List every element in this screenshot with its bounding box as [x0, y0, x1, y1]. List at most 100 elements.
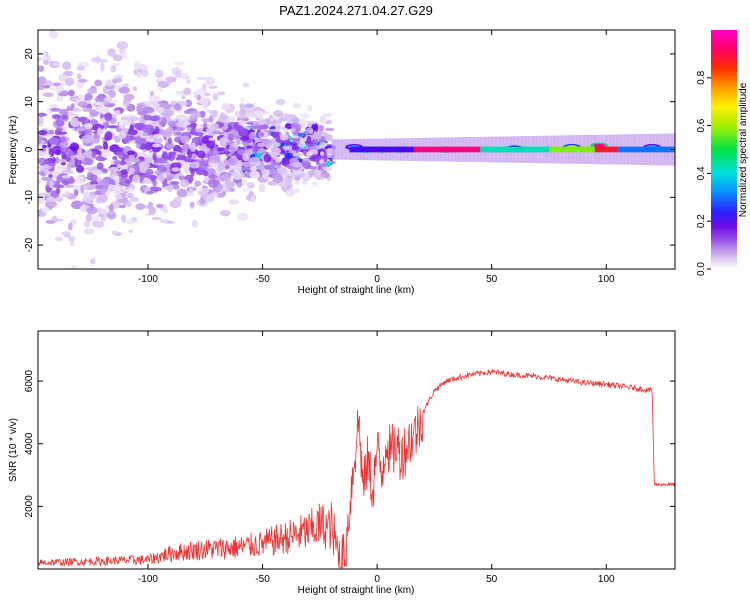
heatmap-cell	[90, 258, 96, 265]
heatmap-cell	[221, 136, 229, 144]
heatmap-cell	[157, 107, 165, 114]
heatmap-cell	[654, 146, 657, 153]
heatmap-cell	[546, 146, 550, 153]
heatmap-cell	[325, 120, 332, 125]
heatmap-cell	[77, 127, 86, 132]
heatmap-cell	[260, 149, 267, 154]
heatmap-cell	[306, 104, 313, 112]
heatmap-cell	[275, 98, 286, 106]
heatmap-cell	[184, 76, 190, 80]
heatmap-cell	[482, 146, 486, 153]
snr-panel: -100 -50 0 50 100 2000 4000 6000 Height of str…	[8, 330, 676, 596]
heatmap-cell	[54, 236, 63, 242]
heatmap-cell	[370, 146, 373, 153]
heatmap-cell	[143, 114, 153, 121]
heatmap-cell	[537, 146, 541, 153]
heatmap-cell	[189, 161, 200, 169]
heatmap-cell	[174, 70, 182, 79]
heatmap-cell	[91, 151, 97, 159]
heatmap-cell	[83, 220, 91, 228]
heatmap-cell	[377, 146, 380, 153]
heatmap-cell	[292, 138, 298, 144]
heatmap-cell	[393, 146, 396, 153]
heatmap-cell	[68, 89, 75, 97]
heatmap-cell	[130, 116, 140, 122]
heatmap-cell	[363, 146, 366, 153]
heatmap-cell	[55, 180, 61, 189]
heatmap-cell	[620, 146, 623, 153]
heatmap-cell	[292, 152, 304, 157]
heatmap-cell	[209, 123, 220, 130]
heatmap-cell	[118, 120, 124, 129]
spectrogram-y-tick-label: 20	[24, 48, 35, 60]
heatmap-cell	[116, 41, 129, 50]
heatmap-cell	[487, 146, 490, 153]
heatmap-cell	[142, 106, 155, 114]
heatmap-cell	[146, 190, 154, 195]
heatmap-cell	[150, 174, 156, 182]
heatmap-cell	[257, 119, 267, 125]
heatmap-cell	[208, 154, 221, 164]
heatmap-cell	[622, 146, 625, 153]
heatmap-cell	[434, 146, 437, 153]
heatmap-cell	[96, 207, 103, 214]
heatmap-cell	[477, 146, 481, 153]
heatmap-cell	[59, 140, 68, 149]
heatmap-cell	[61, 231, 71, 236]
heatmap-cell	[134, 137, 147, 145]
heatmap-cell	[188, 110, 201, 115]
heatmap-cell	[272, 110, 283, 118]
heatmap-cell	[81, 134, 94, 144]
heatmap-cell	[157, 80, 170, 89]
heatmap-cell	[493, 146, 497, 153]
heatmap-cell	[323, 153, 328, 163]
heatmap-cell	[642, 146, 646, 153]
snr-x-tick-label: 100	[598, 574, 615, 585]
heatmap-cell	[268, 174, 273, 178]
heatmap-cell	[343, 139, 346, 160]
heatmap-cell	[411, 146, 414, 153]
heatmap-cell	[250, 166, 257, 171]
heatmap-cell	[57, 164, 67, 172]
heatmap-cell	[626, 146, 630, 153]
heatmap-cell	[48, 30, 59, 39]
heatmap-cell	[617, 146, 621, 153]
heatmap-cell	[242, 82, 250, 88]
heatmap-cell	[83, 150, 94, 158]
heatmap-cell	[207, 178, 219, 188]
heatmap-cell	[112, 54, 123, 62]
heatmap-cell	[290, 127, 296, 133]
heatmap-cell	[48, 148, 56, 156]
heatmap-cell	[292, 102, 302, 109]
heatmap-cell	[251, 126, 261, 130]
snr-series-line	[38, 368, 675, 569]
heatmap-cell	[38, 179, 42, 184]
heatmap-cell	[45, 219, 56, 224]
heatmap-cell	[246, 145, 253, 149]
heatmap-cell	[136, 72, 142, 79]
heatmap-cell	[61, 175, 71, 179]
heatmap-cell	[631, 146, 634, 153]
heatmap-cell	[61, 193, 67, 198]
heatmap-cell	[165, 76, 177, 83]
spectrogram-x-axis-title: Height of straight line (km)	[298, 285, 415, 296]
heatmap-cell	[38, 112, 47, 117]
heatmap-cell	[211, 130, 223, 135]
heatmap-cell	[193, 132, 204, 137]
heatmap-cell	[207, 168, 216, 175]
heatmap-cell	[503, 146, 506, 153]
heatmap-cell	[81, 107, 92, 112]
heatmap-cell	[94, 145, 104, 150]
heatmap-cell	[76, 65, 86, 71]
heatmap-cell	[42, 92, 54, 97]
heatmap-cell	[55, 118, 65, 127]
heatmap-cell	[83, 157, 94, 166]
colorbar-tick-label: 0.8	[696, 70, 707, 84]
heatmap-cell	[665, 146, 669, 153]
colorbar-label: Normalized spectral amplitude	[738, 82, 749, 217]
heatmap-cell	[223, 147, 229, 154]
heatmap-cell	[249, 156, 261, 166]
heatmap-cell	[539, 146, 543, 153]
heatmap-cell	[182, 161, 191, 170]
heatmap-cell	[599, 146, 602, 153]
